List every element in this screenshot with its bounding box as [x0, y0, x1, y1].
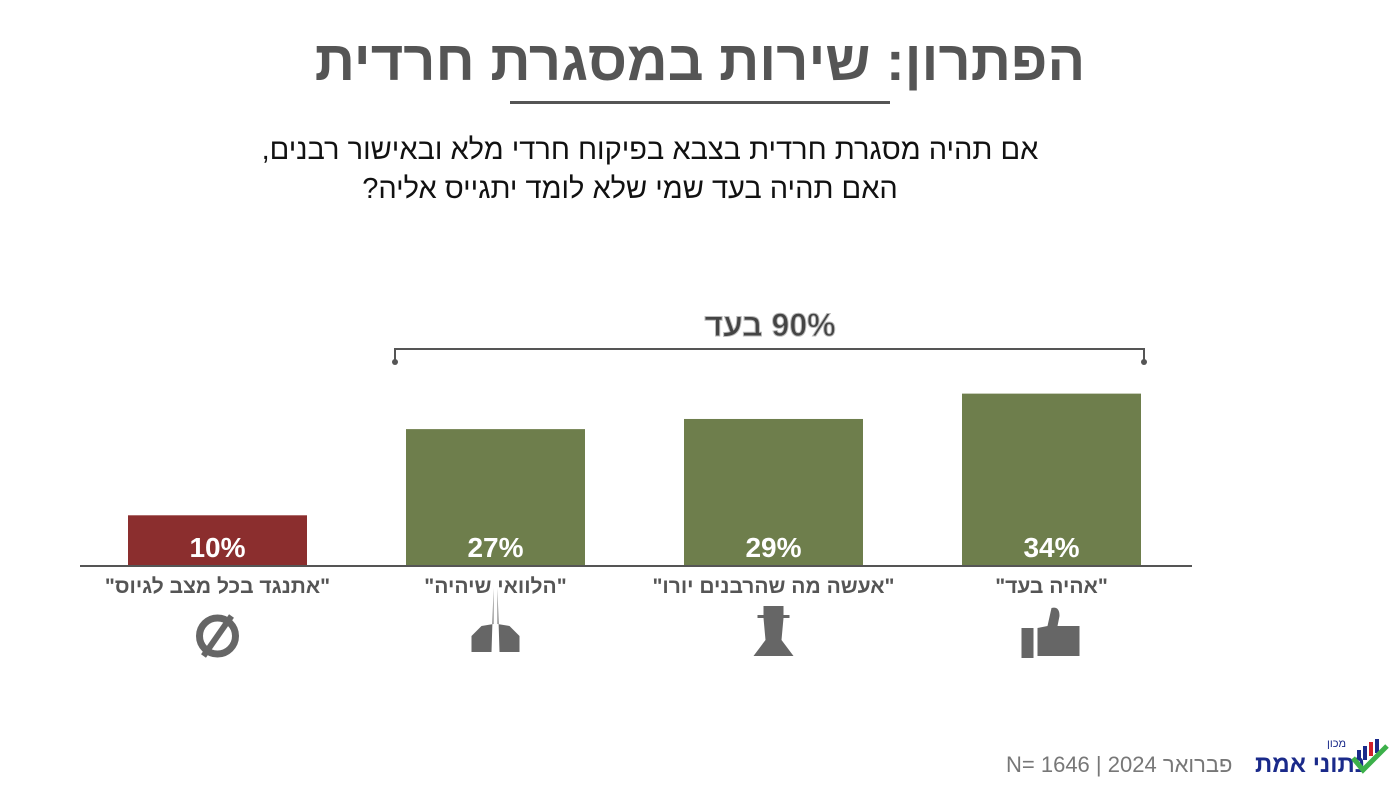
- bar-value-label: 10%: [189, 532, 245, 563]
- bracket-end: [392, 359, 398, 365]
- bar-value-label: 27%: [467, 532, 523, 563]
- footer-sample: N= 1646: [1006, 752, 1090, 777]
- bar-chart: 10% "אתנגד בכל מצב לגיוס" 27% "הלוואי שיהיה…: [80, 307, 1192, 658]
- logo-check-icon: [1351, 739, 1389, 774]
- bar: [962, 393, 1141, 566]
- subtitle-line-1: אם תהיה מסגרת חרדית בצבא בפיקוח חרדי מלא…: [261, 134, 1039, 166]
- logo-text: נתוני אמת: [1255, 751, 1366, 778]
- logo-small-text: מכון: [1327, 738, 1347, 750]
- footer-date: פברואר 2024: [1107, 752, 1233, 777]
- praying-hands-icon: [471, 588, 520, 652]
- bracket-end: [1141, 359, 1147, 365]
- prohibited-icon: [196, 614, 239, 658]
- bracket-label: 90% בעד: [704, 307, 835, 343]
- category-label: "אהיה בעד": [995, 575, 1108, 598]
- subtitle-line-2: האם תהיה בעד שמי שלא לומד יתגייס אליה?: [362, 173, 898, 205]
- thumbs-up-icon: [1021, 607, 1080, 658]
- bar: [128, 515, 307, 566]
- page-title: הפתרון: שירות במסגרת חרדית: [314, 29, 1086, 92]
- category-label: "אתנגד בכל מצב לגיוס": [105, 575, 330, 598]
- haredi-man-icon: [753, 606, 794, 656]
- bar: [406, 429, 585, 566]
- category-label: "אעשה מה שהרבנים יורו": [652, 575, 894, 598]
- title-underline: [510, 101, 890, 104]
- footer-separator: |: [1095, 752, 1102, 777]
- bar-value-label: 29%: [745, 532, 801, 563]
- bar: [684, 418, 863, 566]
- bracket: [394, 348, 1145, 362]
- bar-value-label: 34%: [1023, 532, 1079, 563]
- footer-info: פברואר 2024 | N= 1646: [1006, 752, 1232, 778]
- category-label: "הלוואי שיהיה": [424, 575, 566, 598]
